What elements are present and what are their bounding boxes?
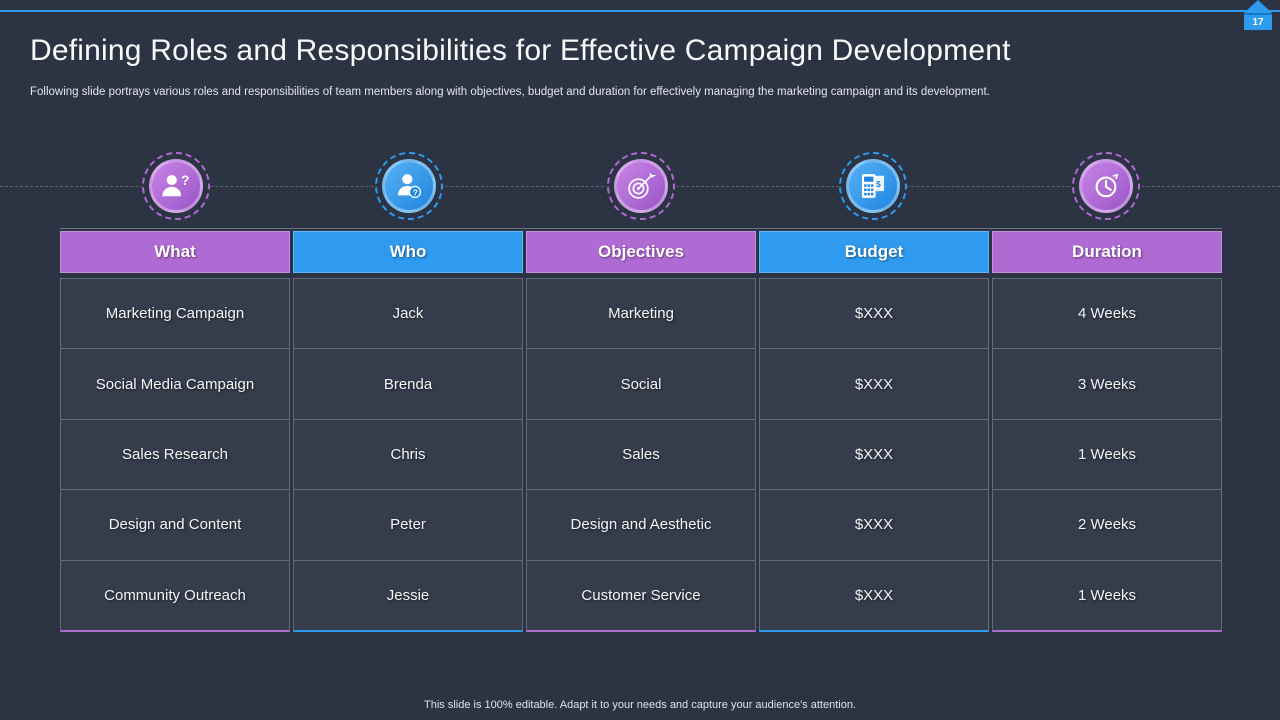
clock-icon xyxy=(1078,159,1133,213)
slide-number-badge: 17 xyxy=(1244,0,1272,30)
who-icon-wrap: ? xyxy=(292,152,524,220)
table-cell: Marketing xyxy=(608,305,674,323)
top-accent-line xyxy=(0,10,1280,12)
table-column-objectives: Objectives Marketing Social Sales Design… xyxy=(526,231,756,632)
table-cell: Jack xyxy=(392,305,424,323)
table-cell: Customer Service xyxy=(527,559,755,630)
svg-text:?: ? xyxy=(181,173,189,188)
table-cell: Sales Research xyxy=(61,418,289,489)
table-cell: 1 Weeks xyxy=(993,418,1221,489)
table-cell: Chris xyxy=(294,418,522,489)
svg-text:$: $ xyxy=(876,179,881,189)
svg-text:?: ? xyxy=(412,187,417,197)
table-cell: Social xyxy=(527,348,755,418)
dashed-ring xyxy=(607,152,676,220)
person-question-icon: ? xyxy=(381,159,436,213)
target-arrow-icon xyxy=(614,159,669,213)
dashed-ring xyxy=(1071,152,1140,220)
table-cell: Design and Content xyxy=(61,489,289,559)
table-cell: 2 Weeks xyxy=(993,489,1221,559)
column-header: Who xyxy=(293,231,523,273)
column-header: What xyxy=(60,231,290,273)
what-icon-wrap: ? xyxy=(60,152,292,220)
table-cell: $XXX xyxy=(760,559,988,630)
table-cell: Design and Aesthetic xyxy=(527,489,755,559)
table-cell: Jessie xyxy=(294,559,522,630)
objectives-icon-wrap xyxy=(525,152,757,220)
table-column-budget: Budget $XXX $XXX $XXX $XXX $XXX xyxy=(759,231,989,632)
slide-subtitle: Following slide portrays various roles a… xyxy=(30,86,990,98)
dashed-ring: $ xyxy=(839,152,908,220)
table-column-what: What Marketing Campaign Social Media Cam… xyxy=(60,231,290,632)
budget-icon-wrap: $ xyxy=(757,152,989,220)
column-header: Objectives xyxy=(526,231,756,273)
footer-note: This slide is 100% editable. Adapt it to… xyxy=(424,699,856,711)
table-cell: 3 Weeks xyxy=(993,348,1221,418)
column-body: Marketing Campaign Social Media Campaign… xyxy=(60,278,290,632)
table-cell: $XXX xyxy=(854,305,894,323)
table-cell: Social Media Campaign xyxy=(61,348,289,418)
table-column-who: Who Jack Brenda Chris Peter Jessie xyxy=(293,231,523,632)
icons-row: ? ? xyxy=(60,152,1222,220)
column-body: Jack Brenda Chris Peter Jessie xyxy=(293,278,523,632)
column-body: Marketing Social Sales Design and Aesthe… xyxy=(526,278,756,632)
dashed-ring: ? xyxy=(142,152,211,220)
column-header: Duration xyxy=(992,231,1222,273)
column-body: $XXX $XXX $XXX $XXX $XXX xyxy=(759,278,989,632)
person-question-icon: ? xyxy=(149,159,204,213)
table-cell: Community Outreach xyxy=(61,559,289,630)
table-cell: 1 Weeks xyxy=(993,559,1221,630)
slide-number: 17 xyxy=(1244,13,1272,30)
table-cell: Peter xyxy=(294,489,522,559)
table-column-duration: Duration 4 Weeks 3 Weeks 1 Weeks 2 Weeks… xyxy=(992,231,1222,632)
column-body: 4 Weeks 3 Weeks 1 Weeks 2 Weeks 1 Weeks xyxy=(992,278,1222,632)
table-cell: 4 Weeks xyxy=(1077,305,1137,323)
roles-table: What Marketing Campaign Social Media Cam… xyxy=(60,228,1222,632)
table-cell: $XXX xyxy=(760,489,988,559)
home-icon xyxy=(1244,0,1272,13)
page-title: Defining Roles and Responsibilities for … xyxy=(30,34,1011,67)
duration-icon-wrap xyxy=(990,152,1222,220)
dashed-ring: ? xyxy=(374,152,443,220)
table-cell: $XXX xyxy=(760,348,988,418)
table-cell: Marketing Campaign xyxy=(105,305,245,323)
column-header: Budget xyxy=(759,231,989,273)
table-cell: Brenda xyxy=(294,348,522,418)
calculator-icon: $ xyxy=(846,159,901,213)
table-cell: Sales xyxy=(527,418,755,489)
table-cell: $XXX xyxy=(760,418,988,489)
